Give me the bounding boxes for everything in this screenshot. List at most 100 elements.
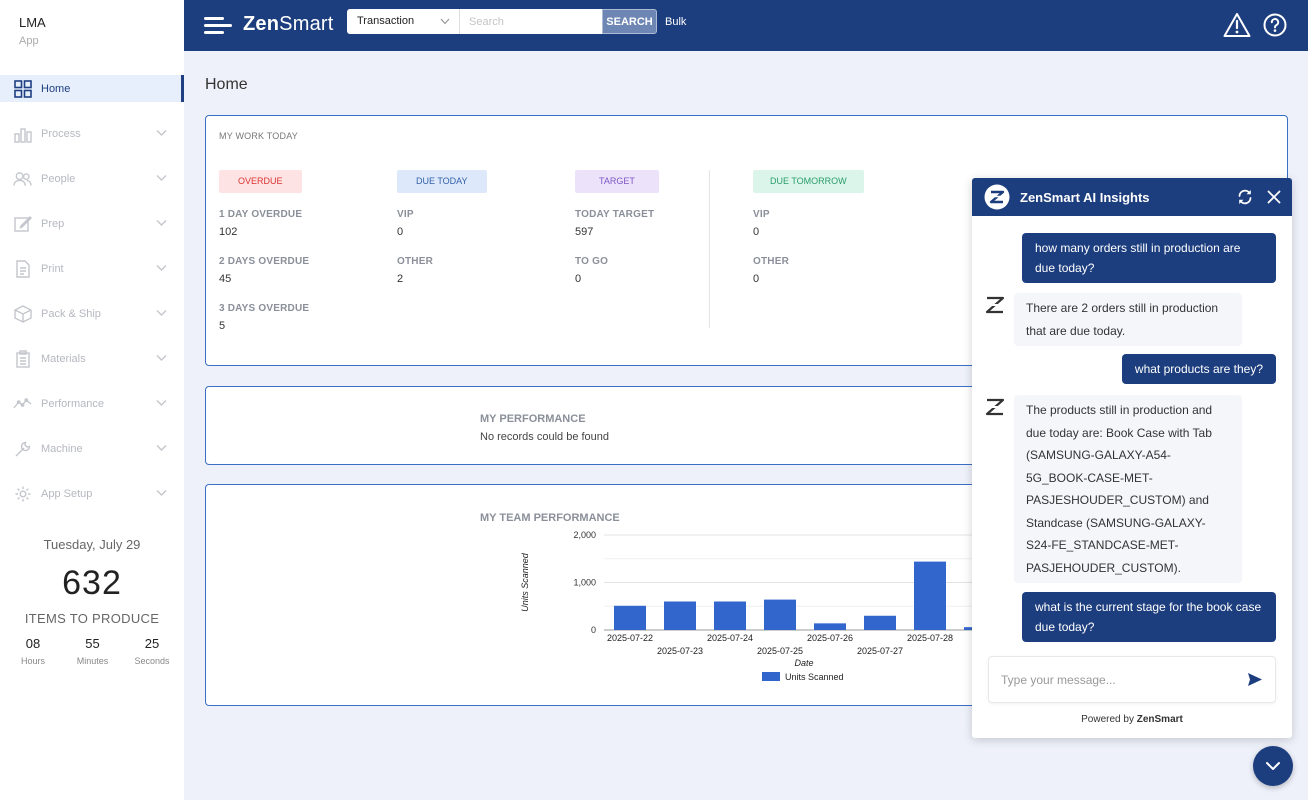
items-count: 632: [62, 564, 122, 602]
metric-vip: VIP 0: [397, 209, 567, 238]
timer-seconds: 25 Seconds: [123, 636, 181, 666]
sidebar-item-process[interactable]: Process: [0, 111, 184, 156]
page-title: Home: [205, 76, 248, 93]
chat-message-user: how many orders still in production are …: [1022, 233, 1276, 283]
chevron-down-icon: [156, 309, 167, 316]
sidebar-nav: Home Process People Prep: [0, 75, 184, 516]
bar-chart-icon: [13, 124, 32, 143]
metric-other: OTHER 0: [753, 256, 923, 285]
sidebar-item-label: Materials: [41, 352, 86, 365]
countdown-timer: 08 Hours 55 Minutes 25 Seconds: [0, 636, 184, 666]
chat-title: ZenSmart AI Insights: [1020, 189, 1150, 205]
y-tick-label: 0: [591, 625, 596, 635]
sidebar-item-label: Print: [41, 262, 64, 275]
metric-1-day-overdue: 1 DAY OVERDUE 102: [219, 209, 389, 238]
target-badge: TARGET: [575, 170, 659, 193]
bar-2025-07-22: [614, 605, 646, 630]
timer-minutes-label: Minutes: [76, 656, 109, 666]
send-icon[interactable]: [1247, 672, 1263, 687]
box-icon: [13, 304, 32, 323]
sidebar-item-label: Machine: [41, 442, 83, 455]
search-input[interactable]: [460, 9, 602, 34]
close-icon[interactable]: [1266, 189, 1282, 205]
timer-hours: 08 Hours: [4, 636, 62, 666]
sidebar-item-print[interactable]: Print: [0, 246, 184, 291]
timer-seconds-label: Seconds: [134, 656, 170, 666]
y-tick-label: 1,000: [573, 578, 596, 588]
chevron-down-icon: [156, 129, 167, 136]
people-icon: [13, 169, 32, 188]
menu-icon[interactable]: [204, 14, 234, 36]
timer-seconds-value: 25: [144, 636, 160, 651]
wrench-icon: [13, 439, 32, 458]
chat-message-user: what is the current stage for the book c…: [1022, 592, 1276, 642]
chevron-down-icon: [156, 174, 167, 181]
chat-toggle-button[interactable]: [1253, 746, 1293, 786]
x-axis-label: Date: [794, 658, 813, 668]
document-icon: [13, 259, 32, 278]
sidebar-item-app-setup[interactable]: App Setup: [0, 471, 184, 516]
metric-value: 45: [219, 273, 232, 285]
chevron-down-icon: [156, 444, 167, 451]
chat-message-input[interactable]: [989, 657, 1239, 702]
empty-message: No records could be found: [480, 431, 610, 443]
timer-minutes: 55 Minutes: [64, 636, 122, 666]
powered-by: Powered by ZenSmart: [972, 714, 1292, 725]
metric-value: 5: [219, 320, 226, 332]
metric-today-target: TODAY TARGET 597: [575, 209, 745, 238]
bot-avatar-icon: [985, 296, 1005, 314]
chevron-down-icon: [1266, 762, 1280, 770]
chat-input-box: [988, 656, 1276, 703]
x-tick-label: 2025-07-27: [857, 646, 903, 656]
metric-label: 1 DAY OVERDUE: [219, 209, 303, 220]
logo-text-bold: Zen: [243, 13, 280, 35]
sidebar-item-label: Prep: [41, 217, 65, 230]
team-performance-chart: 0 1,000 2,000 Units Scanned 2025-07-22 2025-0…: [520, 530, 1006, 682]
bar-2025-07-23: [664, 601, 696, 630]
column-divider: [709, 170, 710, 328]
metric-other: OTHER 2: [397, 256, 567, 285]
sidebar-item-performance[interactable]: Performance: [0, 381, 184, 426]
sidebar-item-label: Process: [41, 127, 81, 140]
sidebar-item-prep[interactable]: Prep: [0, 201, 184, 246]
x-tick-label: 2025-07-25: [757, 646, 803, 656]
clipboard-icon: [13, 349, 32, 368]
sidebar-item-pack-ship[interactable]: Pack & Ship: [0, 291, 184, 336]
metric-label: 3 DAYS OVERDUE: [219, 303, 310, 314]
logo-text-light: Smart: [279, 13, 334, 35]
card-title: MY PERFORMANCE: [480, 413, 586, 425]
search-type-value: Transaction: [357, 15, 415, 27]
help-icon[interactable]: [1263, 13, 1287, 37]
chat-message-user: what products are they?: [1121, 354, 1276, 384]
legend-swatch: [762, 672, 780, 681]
top-bar: ZenSmart Transaction SEARCH Bulk: [184, 0, 1308, 51]
sidebar-item-label: People: [41, 172, 76, 185]
chevron-down-icon: [156, 264, 167, 271]
zensmart-logo-icon: [984, 184, 1010, 210]
metric-value: 597: [575, 226, 594, 238]
metric-value: 2: [397, 273, 404, 285]
sidebar-item-home[interactable]: Home: [0, 75, 184, 102]
metric-value: 0: [397, 226, 404, 238]
search-button[interactable]: SEARCH: [602, 9, 657, 34]
bulk-link[interactable]: Bulk: [665, 16, 687, 28]
powered-by-prefix: Powered by: [1081, 714, 1134, 725]
metric-value: 0: [575, 273, 582, 285]
chevron-down-icon: [440, 18, 450, 25]
y-axis-label: Units Scanned: [520, 552, 530, 612]
metric-label: TODAY TARGET: [575, 209, 655, 220]
sidebar-item-label: Performance: [41, 397, 104, 410]
sidebar-item-people[interactable]: People: [0, 156, 184, 201]
gear-icon: [13, 484, 32, 503]
search-type-select[interactable]: Transaction: [347, 9, 460, 34]
x-tick-label: 2025-07-28: [907, 633, 953, 643]
warning-icon[interactable]: [1223, 12, 1251, 38]
sidebar-item-machine[interactable]: Machine: [0, 426, 184, 471]
sidebar-item-materials[interactable]: Materials: [0, 336, 184, 381]
zensmart-logo[interactable]: ZenSmart: [204, 13, 334, 36]
metric-3-days-overdue: 3 DAYS OVERDUE 5: [219, 303, 389, 332]
card-title: MY WORK TODAY: [219, 131, 298, 141]
refresh-icon[interactable]: [1236, 188, 1254, 206]
powered-by-brand: ZenSmart: [1136, 714, 1183, 725]
overdue-badge: OVERDUE: [219, 170, 302, 193]
